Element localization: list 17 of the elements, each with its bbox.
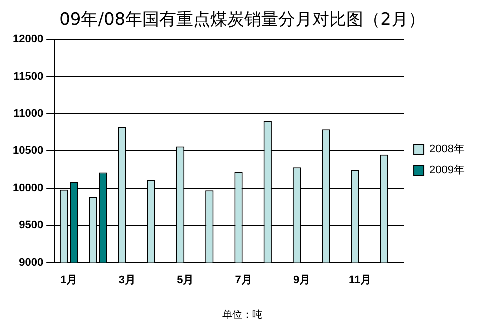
y-tick-label: 11000: [14, 108, 44, 120]
text: 单位：吨: [222, 308, 264, 322]
y-tick-label: 12000: [12, 34, 44, 46]
x-tick-label: 7月: [235, 274, 252, 286]
y-tick-label: 11500: [14, 70, 44, 83]
x-tick-label: 5月: [177, 274, 194, 286]
y-tick-label: 9500: [19, 220, 44, 232]
legend-label: 2009年: [430, 164, 466, 177]
y-tick-label: 10500: [12, 145, 44, 158]
y-tick-label: 9000: [19, 256, 44, 269]
legend-label: 2008年: [430, 144, 466, 156]
x-tick-label: 1月: [60, 274, 78, 286]
chart-title: 09年/08年国有重点煤炭销量分月对比图（2月）: [58, 9, 426, 31]
x-tick-label: 3月: [118, 274, 136, 286]
x-tick-label: 9月: [294, 274, 311, 286]
y-tick-label: 10000: [12, 182, 44, 194]
x-tick-label: 11月: [349, 274, 372, 286]
